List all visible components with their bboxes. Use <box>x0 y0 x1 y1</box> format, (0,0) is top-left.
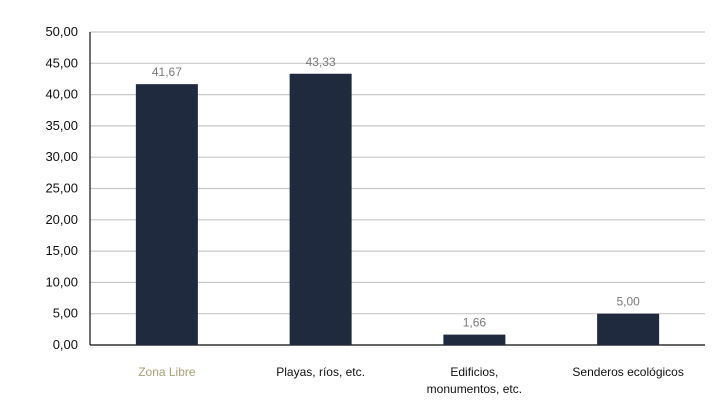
x-tick-label: Zona Libre <box>138 365 196 379</box>
y-tick-label: 20,00 <box>45 212 78 227</box>
bar <box>443 334 506 345</box>
y-tick-label: 0,00 <box>53 337 78 352</box>
x-tick-label-line: Zona Libre <box>138 365 196 379</box>
x-tick-label: Senderos ecológicos <box>572 365 683 379</box>
x-tick-label-line: Edificios, <box>450 365 498 379</box>
y-tick-label: 25,00 <box>45 181 78 196</box>
y-tick-label: 10,00 <box>45 274 78 289</box>
bar <box>289 73 352 345</box>
bar <box>135 84 198 345</box>
x-tick-label: Playas, ríos, etc. <box>276 365 365 379</box>
x-tick-label-line: Playas, ríos, etc. <box>276 365 365 379</box>
x-tick-label: Edificios, monumentos, etc. <box>427 365 522 396</box>
data-label: 41,67 <box>152 65 182 79</box>
bar <box>597 313 660 345</box>
x-tick-label-line: monumentos, etc. <box>427 382 522 396</box>
x-tick-label-line: Senderos ecológicos <box>572 365 683 379</box>
y-tick-label: 50,00 <box>45 24 78 39</box>
y-tick-label: 45,00 <box>45 55 78 70</box>
data-label: 43,33 <box>306 55 336 69</box>
y-tick-label: 15,00 <box>45 243 78 258</box>
y-tick-label: 30,00 <box>45 149 78 164</box>
data-label: 1,66 <box>463 316 487 330</box>
y-tick-label: 5,00 <box>53 306 78 321</box>
y-tick-label: 40,00 <box>45 87 78 102</box>
data-label: 5,00 <box>616 295 640 309</box>
y-tick-label: 35,00 <box>45 118 78 133</box>
